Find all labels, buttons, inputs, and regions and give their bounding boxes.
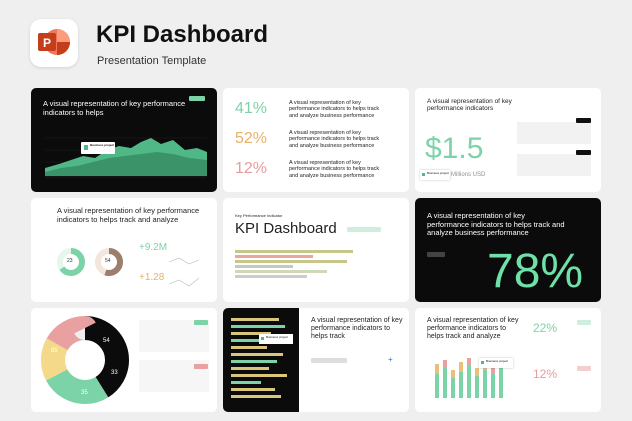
stat-52: 52% bbox=[235, 130, 268, 147]
callout-dot bbox=[261, 337, 264, 340]
powerpoint-icon: P bbox=[38, 29, 70, 55]
slide-3-callout-text: Business project bbox=[427, 171, 450, 175]
slide-12-tag bbox=[577, 320, 591, 325]
slide-9-plus-icon: + bbox=[388, 355, 393, 364]
slide-1-title: A visual representation of key performan… bbox=[43, 99, 186, 117]
page-title: KPI Dashboard bbox=[96, 21, 269, 48]
slide-3-title: A visual representation of key performan… bbox=[427, 98, 512, 113]
slide-9-tag bbox=[311, 358, 347, 363]
slide-5-title: A visual representation of key performan… bbox=[57, 206, 200, 224]
stat-12-b: 12% bbox=[533, 367, 558, 381]
slide-3-callout: Business project bbox=[420, 170, 450, 180]
slide-8-tag bbox=[194, 320, 208, 325]
slide-1-callout-text: Business project bbox=[90, 143, 115, 147]
page-subtitle: Presentation Template bbox=[97, 55, 207, 67]
seg-33-label: 33 bbox=[111, 370, 118, 376]
donut-a-label: 23 bbox=[67, 258, 73, 264]
slide-3-big-value: $1.5 bbox=[425, 132, 484, 165]
callout-dot bbox=[84, 145, 88, 150]
stat-12: 12% bbox=[235, 160, 268, 177]
slide-7-title: A visual representation of key performan… bbox=[427, 211, 565, 238]
slide-9-callout: Business project bbox=[259, 334, 293, 344]
slide-7-tag bbox=[427, 252, 445, 257]
slide-5-donuts bbox=[57, 248, 200, 287]
slide-1-tag bbox=[189, 96, 205, 101]
stat-12-text: A visual representation of key performan… bbox=[289, 160, 380, 179]
slide-7[interactable]: A visual representation of key performan… bbox=[415, 198, 601, 302]
slide-3-info-box bbox=[517, 122, 591, 144]
slide-6[interactable]: Key Performance Indicator KPI Dashboard bbox=[223, 198, 409, 302]
slide-9[interactable]: Business project A visual representation… bbox=[223, 308, 409, 412]
progress-bar bbox=[235, 275, 307, 278]
slide-3-info-tag bbox=[576, 150, 591, 155]
slide-1[interactable]: A visual representation of key performan… bbox=[31, 88, 217, 192]
progress-bar bbox=[235, 260, 347, 263]
slide-3[interactable]: A visual representation of key performan… bbox=[415, 88, 601, 192]
seg-85-label: 85 bbox=[51, 348, 58, 354]
slide-3-info-box bbox=[517, 154, 591, 176]
slide-12-callout: Business project bbox=[479, 358, 513, 368]
slide-9-title: A visual representation of key performan… bbox=[311, 317, 403, 341]
seg-35-label: 35 bbox=[81, 390, 88, 396]
slide-12-tag bbox=[577, 366, 591, 371]
slide-7-big-value: 78% bbox=[487, 245, 584, 298]
callout-dot bbox=[481, 361, 484, 364]
slide-1-area-chart bbox=[45, 137, 207, 178]
slide-8-card bbox=[139, 320, 209, 352]
slide-12-callout-text: Business project bbox=[486, 359, 509, 363]
slide-9-dark-panel: Business project bbox=[223, 308, 299, 412]
progress-bar bbox=[235, 255, 313, 258]
slide-8[interactable]: 85 54 33 35 bbox=[31, 308, 217, 412]
stat-41: 41% bbox=[235, 100, 268, 117]
donut-segment-3 bbox=[41, 316, 129, 404]
slide-8-tag bbox=[194, 364, 208, 369]
stat-41-text: A visual representation of key performan… bbox=[289, 100, 380, 119]
slide-9-bar-chart bbox=[231, 318, 289, 398]
slide-12-title: A visual representation of key performan… bbox=[427, 317, 519, 341]
progress-bar bbox=[235, 270, 327, 273]
slide-6-title: KPI Dashboard bbox=[235, 220, 337, 237]
slide-3-info-tag bbox=[576, 118, 591, 123]
app-letter: P bbox=[43, 36, 51, 50]
progress-bar bbox=[235, 265, 293, 268]
slide-6-tag bbox=[347, 227, 381, 232]
stat-9-2m: +9.2M bbox=[139, 242, 168, 253]
donut-b-label: 54 bbox=[105, 258, 111, 264]
donut-segment-1 bbox=[41, 316, 129, 404]
slide-2[interactable]: 41% A visual representation of key perfo… bbox=[223, 88, 409, 192]
slide-5[interactable]: A visual representation of key performan… bbox=[31, 198, 217, 302]
slide-8-donut bbox=[41, 316, 129, 404]
stat-52-text: A visual representation of key performan… bbox=[289, 130, 380, 149]
slide-12[interactable]: A visual representation of key performan… bbox=[415, 308, 601, 412]
slide-6-bars bbox=[235, 250, 395, 280]
slide-3-unit: Millions USD bbox=[451, 172, 486, 178]
stat-22: 22% bbox=[533, 321, 558, 335]
seg-54-label: 54 bbox=[103, 338, 110, 344]
progress-bar bbox=[235, 250, 353, 253]
slide-6-label: Key Performance Indicator bbox=[235, 213, 283, 218]
donut-segment-2 bbox=[41, 316, 129, 404]
slide-9-callout-text: Business project bbox=[266, 335, 289, 339]
app-icon-tile: P bbox=[30, 19, 78, 67]
callout-dot bbox=[422, 173, 425, 176]
stat-1-28: +1.28 bbox=[139, 272, 165, 283]
slide-1-callout: Business project bbox=[81, 142, 115, 154]
